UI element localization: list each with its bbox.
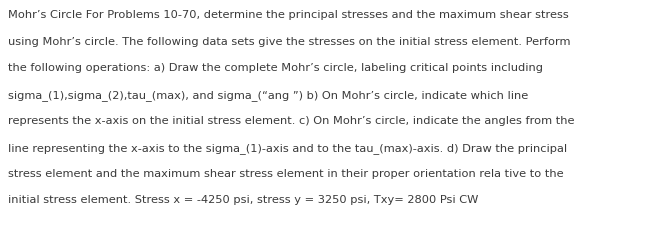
Text: sigma_(1),sigma_(2),tau_(max), and sigma_(“ang ”) b) On Mohr’s circle, indicate : sigma_(1),sigma_(2),tau_(max), and sigma… [8,89,529,100]
Text: using Mohr’s circle. The following data sets give the stresses on the initial st: using Mohr’s circle. The following data … [8,37,571,46]
Text: the following operations: a) Draw the complete Mohr’s circle, labeling critical : the following operations: a) Draw the co… [8,63,544,73]
Text: initial stress element. Stress x = -4250 psi, stress y = 3250 psi, Txy= 2800 Psi: initial stress element. Stress x = -4250… [8,195,479,204]
Text: stress element and the maximum shear stress element in their proper orientation : stress element and the maximum shear str… [8,168,564,178]
Text: Mohr’s Circle For Problems 10-70, determine the principal stresses and the maxim: Mohr’s Circle For Problems 10-70, determ… [8,10,569,20]
Text: line representing the x-axis to the sigma_(1)-axis and to the tau_(max)-axis. d): line representing the x-axis to the sigm… [8,142,568,153]
Text: represents the x-axis on the initial stress element. c) On Mohr’s circle, indica: represents the x-axis on the initial str… [8,116,575,125]
